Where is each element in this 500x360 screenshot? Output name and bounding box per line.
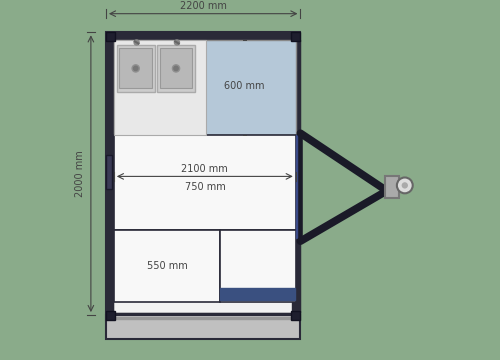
Text: 2000 mm: 2000 mm [76, 150, 86, 197]
Bar [114, 40, 206, 135]
Bar [114, 135, 296, 230]
Text: 2100 mm: 2100 mm [182, 163, 228, 174]
Bar [292, 311, 300, 320]
Bar [292, 32, 300, 41]
Bar [110, 317, 297, 319]
Circle shape [174, 40, 180, 45]
Circle shape [134, 40, 139, 45]
Text: 750 mm: 750 mm [184, 182, 226, 192]
Bar [106, 311, 115, 320]
Circle shape [132, 65, 140, 72]
Text: 2200 mm: 2200 mm [180, 1, 226, 11]
Bar [106, 32, 115, 41]
Text: 600 mm: 600 mm [224, 81, 265, 91]
Bar [114, 40, 292, 312]
Bar [157, 45, 195, 92]
Circle shape [172, 65, 180, 72]
Bar [106, 315, 300, 339]
Bar [385, 176, 398, 198]
Bar [106, 32, 300, 320]
Circle shape [174, 66, 178, 71]
Circle shape [134, 66, 138, 71]
Bar [160, 48, 192, 88]
Bar [296, 135, 300, 238]
Bar [106, 155, 112, 189]
Bar [292, 40, 300, 312]
Bar [220, 230, 296, 302]
Bar [117, 45, 154, 92]
Bar [120, 48, 152, 88]
Bar [114, 40, 296, 135]
Circle shape [402, 182, 408, 189]
Bar [114, 230, 220, 302]
Text: 550 mm: 550 mm [147, 261, 188, 271]
Bar [220, 288, 295, 300]
Circle shape [397, 177, 412, 193]
